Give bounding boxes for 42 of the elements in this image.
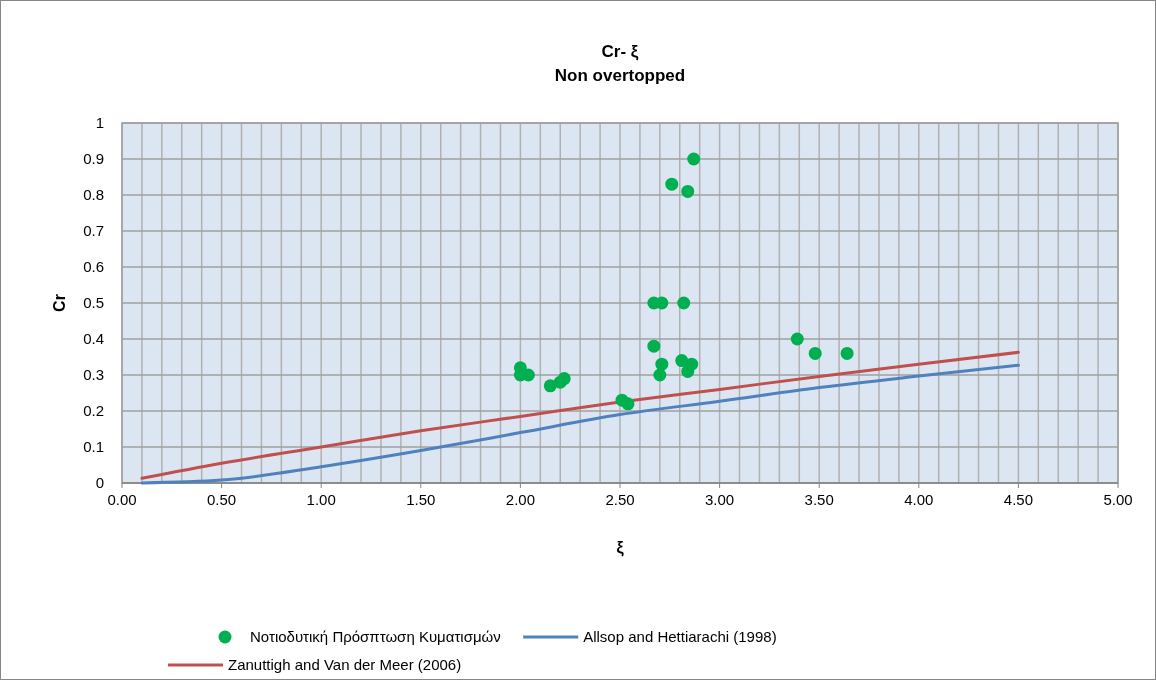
y-tick-label: 0.6	[83, 258, 104, 275]
x-tick-label: 3.00	[705, 491, 735, 508]
chart-title: Cr- ξ	[601, 42, 639, 61]
point	[653, 368, 667, 382]
y-tick-label: 0.4	[83, 330, 104, 347]
point	[790, 332, 804, 346]
y-tick-label: 0.9	[83, 150, 104, 167]
point	[687, 152, 701, 166]
point	[677, 296, 691, 310]
point	[557, 372, 571, 386]
point	[840, 346, 854, 360]
y-tick-label: 0.8	[83, 186, 104, 203]
y-tick-label: 0.1	[83, 438, 104, 455]
y-axis-title: Cr	[51, 294, 68, 312]
point	[681, 184, 695, 198]
y-tick-label: 0.3	[83, 366, 104, 383]
x-axis-title: ξ	[616, 539, 625, 557]
y-tick-label: 0.2	[83, 402, 104, 419]
point	[655, 357, 669, 371]
y-tick-label: 0	[95, 474, 104, 491]
x-tick-label: 2.50	[605, 491, 635, 508]
point	[808, 346, 822, 360]
x-tick-label: 5.00	[1103, 491, 1133, 508]
x-tick-label: 1.00	[306, 491, 336, 508]
x-tick-label: 3.50	[804, 491, 834, 508]
y-tick-label: 0.5	[83, 294, 104, 311]
x-tick-label: 4.00	[904, 491, 934, 508]
point	[621, 397, 635, 411]
legend-label: Νοτιοδυτική Πρόσπτωση Κυματισμών	[250, 628, 501, 645]
x-tick-label: 2.00	[505, 491, 535, 508]
legend-label: Zanuttigh and Van der Meer (2006)	[228, 656, 462, 673]
x-tick-label: 0.00	[107, 491, 137, 508]
x-tick-label: 0.50	[207, 491, 237, 508]
legend-label: Allsop and Hettiarachi (1998)	[583, 628, 777, 645]
y-tick-label: 1	[95, 114, 104, 131]
x-tick-label: 1.50	[406, 491, 436, 508]
point	[681, 364, 695, 378]
x-tick-label: 4.50	[1003, 491, 1033, 508]
point	[665, 177, 679, 191]
chart-subtitle: Non overtopped	[554, 66, 686, 85]
y-tick-label: 0.7	[83, 222, 104, 239]
point	[647, 339, 661, 353]
